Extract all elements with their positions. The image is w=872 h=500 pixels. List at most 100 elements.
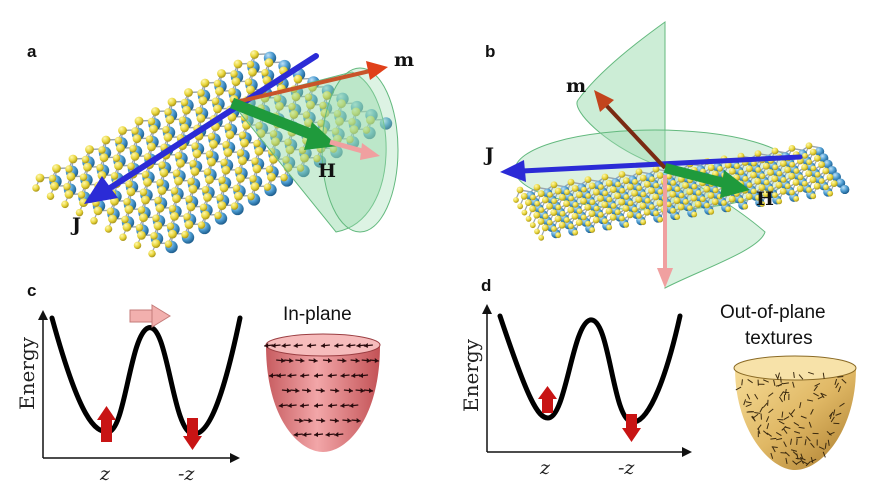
texture-hatch (826, 431, 832, 436)
sulfur-atom (225, 130, 235, 140)
sulfur-atom (529, 222, 536, 229)
sulfur-atom (742, 203, 749, 210)
sulfur-atom (141, 195, 150, 205)
sulfur-atom (814, 171, 821, 178)
texture-arrowhead (346, 343, 351, 348)
sulfur-atom (300, 153, 309, 163)
sulfur-atom (610, 186, 617, 194)
caption-d-line2: textures (745, 328, 813, 349)
sulfur-atom (818, 161, 825, 169)
sulfur-atom (585, 193, 592, 199)
sulfur-atom (788, 172, 796, 180)
texture-hatch (799, 402, 802, 409)
sulfur-atom (673, 197, 681, 205)
texture-arrowhead (321, 418, 326, 423)
texture-hatch (806, 436, 811, 442)
texture-arrowhead (348, 388, 353, 393)
sulfur-atom (244, 78, 253, 86)
sulfur-atom (593, 188, 600, 196)
texture-hatch (768, 392, 774, 397)
sulfur-atom (269, 130, 278, 138)
sulfur-atom (174, 151, 183, 160)
sulfur-atom (627, 200, 634, 207)
texture-arrowhead (302, 432, 307, 437)
sulfur-atom (118, 126, 127, 135)
texture-hatch (813, 392, 819, 397)
y-axis-title-d: Energy (459, 338, 483, 412)
sulfur-atom (329, 145, 338, 153)
sulfur-atom (632, 178, 638, 185)
texture-hatch (778, 396, 784, 403)
double-well-curve-d (497, 313, 683, 425)
texture-hatch (753, 413, 759, 419)
panel-c: c Energy z -z In-plane (15, 281, 381, 485)
sulfur-atom (711, 198, 719, 206)
sulfur-atom (217, 69, 226, 78)
sulfur-atom (755, 167, 762, 173)
sulfur-atom (185, 195, 193, 203)
sulfur-atom (592, 216, 600, 224)
texture-arrowhead (299, 418, 304, 423)
sulfur-atom (141, 170, 150, 179)
tick-minus-z-c: -z (178, 463, 195, 485)
sulfur-atom (580, 197, 587, 205)
texture-hatch (766, 432, 772, 437)
sulfur-atom (640, 191, 647, 198)
sulfur-atom (584, 204, 592, 211)
sulfur-atom (139, 213, 148, 223)
sulfur-atom (653, 210, 659, 217)
spin-down-body-c (187, 418, 198, 438)
sulfur-atom (288, 103, 296, 111)
texture-hatch (820, 392, 825, 399)
sulfur-atom (571, 212, 579, 220)
texture-arrowhead (307, 343, 312, 348)
sulfur-atom (678, 192, 685, 199)
sulfur-atom (35, 173, 45, 183)
sulfur-atom (197, 221, 206, 229)
texture-hatch (827, 439, 830, 446)
sulfur-atom (362, 126, 371, 134)
sulfur-atom (32, 184, 40, 192)
sulfur-atom (331, 127, 340, 136)
sulfur-atom (805, 170, 813, 178)
sulfur-atom (754, 150, 762, 158)
sulfur-atom (65, 165, 73, 173)
sulfur-atom (134, 116, 144, 126)
sulfur-atom (159, 168, 169, 178)
sulfur-atom (576, 208, 583, 214)
sulfur-atom (554, 215, 562, 223)
sulfur-atom (597, 211, 604, 218)
texture-hatch (796, 436, 803, 439)
current-arrow-a (107, 53, 319, 191)
sulfur-atom (525, 199, 532, 207)
sulfur-atom (584, 176, 592, 184)
texture-hatch (775, 384, 782, 387)
sulfur-atom (66, 172, 76, 182)
sulfur-atom (801, 163, 808, 171)
sulfur-atom (123, 198, 131, 206)
sulfur-atom (223, 148, 233, 157)
sulfur-atom (143, 177, 152, 187)
sulfur-atom (806, 187, 812, 193)
sulfur-atom (320, 108, 330, 118)
sulfur-atom (538, 234, 545, 241)
sulfur-atom (745, 193, 753, 201)
sulfur-atom (779, 188, 787, 195)
sulfur-atom (649, 176, 655, 183)
sulfur-atom (149, 124, 158, 134)
sulfur-atom (529, 205, 536, 213)
sulfur-atom (559, 210, 566, 217)
spin-up-head-d (538, 386, 557, 399)
sulfur-atom (249, 175, 257, 183)
sulfur-atom (220, 158, 228, 167)
texture-arrowhead (300, 358, 305, 363)
in-plane-spin-texture (264, 343, 379, 437)
sulfur-atom (187, 177, 195, 186)
sulfur-atom (694, 201, 702, 208)
sulfur-atom (227, 112, 237, 122)
panel-letter-b: b (485, 42, 495, 61)
sulfur-atom (112, 154, 121, 162)
sulfur-atom (614, 192, 621, 200)
sulfur-atom (104, 225, 113, 233)
sulfur-atom (93, 206, 103, 216)
